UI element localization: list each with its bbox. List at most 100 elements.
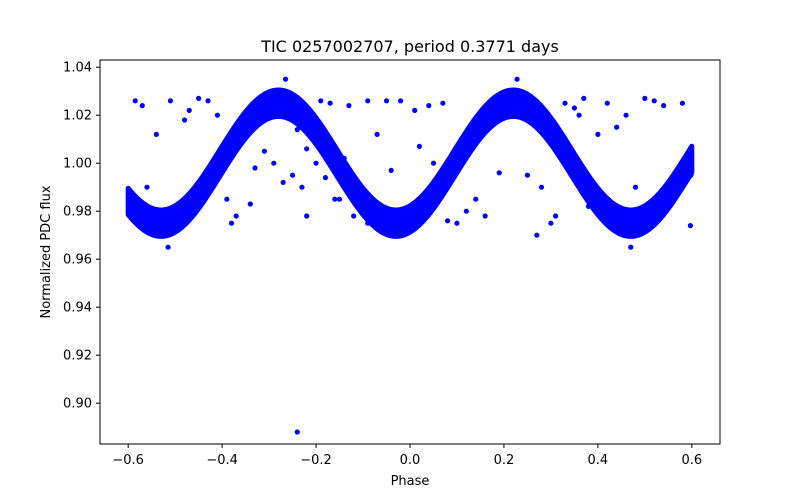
y-tick-label: 0.96 xyxy=(63,253,92,268)
data-point xyxy=(538,184,545,190)
data-point xyxy=(144,184,150,190)
data-point xyxy=(553,213,559,219)
y-axis-label: Normalized PDC flux xyxy=(39,185,54,318)
y-tick-label: 1.02 xyxy=(63,109,92,124)
y-tick-label: 0.94 xyxy=(63,301,92,316)
data-point xyxy=(299,184,305,190)
data-point xyxy=(224,196,230,202)
data-point xyxy=(548,220,554,226)
data-point xyxy=(153,131,159,137)
data-point xyxy=(477,117,484,123)
data-point xyxy=(463,136,469,142)
data-point xyxy=(365,98,371,104)
data-point xyxy=(257,105,263,111)
data-point xyxy=(266,100,272,106)
data-point xyxy=(426,103,432,109)
data-point xyxy=(383,98,390,104)
data-point xyxy=(576,175,582,181)
data-point xyxy=(205,98,211,104)
data-point xyxy=(524,172,531,178)
data-point xyxy=(336,196,343,202)
data-point xyxy=(562,155,568,161)
data-point xyxy=(590,194,596,200)
data-point xyxy=(282,76,289,82)
data-point xyxy=(576,112,582,118)
data-point xyxy=(233,213,239,219)
data-point xyxy=(294,127,300,133)
data-point xyxy=(132,98,138,104)
plot-area xyxy=(125,76,695,435)
chart-title: TIC 0257002707, period 0.3771 days xyxy=(260,37,559,56)
data-point xyxy=(642,95,648,101)
data-point xyxy=(228,220,235,226)
data-point xyxy=(252,165,258,171)
data-point xyxy=(604,100,610,106)
data-point xyxy=(661,206,667,212)
data-point xyxy=(322,175,329,181)
plot-frame xyxy=(99,59,721,445)
data-point xyxy=(196,203,202,209)
data-point xyxy=(463,208,469,214)
data-point xyxy=(482,213,488,219)
data-point xyxy=(632,220,639,226)
data-point xyxy=(440,100,446,106)
data-point xyxy=(421,196,427,202)
data-point xyxy=(675,189,681,195)
data-point xyxy=(473,196,479,202)
data-point xyxy=(514,76,520,82)
data-point xyxy=(398,98,404,104)
data-point xyxy=(172,227,178,233)
data-point xyxy=(679,100,686,106)
data-point xyxy=(646,215,653,221)
data-point xyxy=(304,213,310,219)
data-point xyxy=(571,105,577,111)
data-point xyxy=(585,203,592,209)
data-point xyxy=(444,218,451,224)
data-point xyxy=(332,196,338,202)
data-point xyxy=(289,172,296,178)
data-point xyxy=(149,227,155,233)
data-point xyxy=(351,213,357,219)
dense-data-band xyxy=(125,87,695,239)
y-tick-label: 0.92 xyxy=(63,349,92,364)
data-point xyxy=(379,223,385,229)
data-point xyxy=(275,103,282,109)
data-point xyxy=(134,213,141,219)
x-axis-ticks: −0.6 −0.4 −0.2 0.0 0.2 0.4 0.6 xyxy=(112,444,702,468)
data-point xyxy=(393,220,399,226)
data-point xyxy=(294,429,300,435)
data-point xyxy=(388,167,394,173)
data-point xyxy=(687,223,694,229)
data-point xyxy=(688,172,694,178)
y-tick-label: 1.04 xyxy=(63,61,92,76)
data-point xyxy=(496,170,502,176)
data-point xyxy=(186,107,192,113)
data-point xyxy=(228,141,235,147)
data-point xyxy=(341,155,347,161)
data-point xyxy=(304,146,310,152)
data-point xyxy=(454,220,460,226)
data-point xyxy=(670,184,676,190)
data-point xyxy=(181,117,188,123)
x-tick-label: 0.6 xyxy=(681,453,702,468)
data-point xyxy=(196,95,202,101)
data-point xyxy=(604,208,610,214)
data-point xyxy=(247,201,253,207)
data-point xyxy=(623,112,629,118)
data-point xyxy=(665,196,671,202)
data-point xyxy=(327,100,333,106)
data-point xyxy=(407,213,413,219)
data-point xyxy=(651,98,657,104)
data-point xyxy=(181,220,188,226)
data-point xyxy=(534,232,540,238)
x-tick-label: 0.2 xyxy=(494,453,515,468)
data-point xyxy=(416,143,422,149)
data-point xyxy=(449,158,455,164)
y-axis-ticks: 0.90 0.92 0.94 0.96 0.98 1.00 1.02 1.04 xyxy=(63,61,100,412)
data-point xyxy=(285,112,291,118)
data-point xyxy=(581,95,587,101)
data-point xyxy=(126,196,133,202)
data-point xyxy=(210,177,216,183)
data-point xyxy=(167,98,174,104)
